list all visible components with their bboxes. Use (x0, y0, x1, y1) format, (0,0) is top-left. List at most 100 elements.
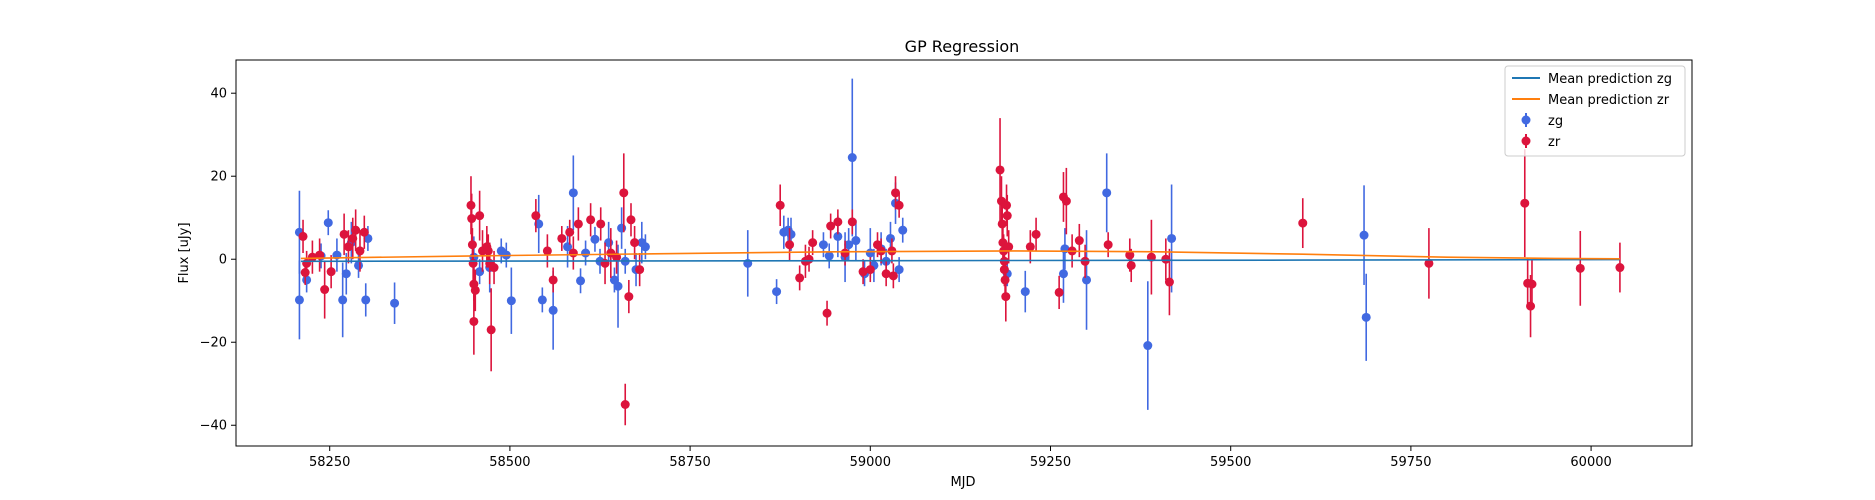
data-point-zr (1615, 242, 1625, 293)
data-point-zr (858, 259, 868, 285)
data-point-zg (294, 260, 304, 340)
data-point-zg (361, 283, 371, 317)
y-tick-label: −20 (200, 336, 227, 351)
data-point-zr (565, 219, 575, 245)
data-point-zr (1002, 194, 1012, 237)
series-line-mean-prediction-zr (300, 250, 1620, 260)
data-point-zg (1167, 184, 1177, 293)
y-tick-label: 0 (219, 253, 227, 268)
x-tick-label: 58750 (669, 455, 710, 470)
data-point-zr (847, 209, 857, 235)
data-point-zr (626, 203, 636, 237)
data-point-zr (635, 253, 645, 287)
data-point-zr (1004, 230, 1014, 264)
x-tick-label: 60000 (1570, 455, 1611, 470)
y-tick-label: −40 (200, 419, 227, 434)
legend-swatch-zg (1521, 113, 1531, 127)
data-point-zr (1025, 230, 1035, 264)
data-point-zr (531, 199, 541, 233)
data-point-zr (1080, 244, 1090, 278)
y-tick-label: 20 (210, 170, 227, 185)
legend-swatch-zr (1521, 134, 1531, 148)
data-point-zr (542, 234, 552, 268)
chart-title: GP Regression (905, 37, 1020, 56)
legend-label-zg: zg (1548, 114, 1563, 129)
data-point-zr (1103, 232, 1113, 258)
data-point-zg (851, 219, 861, 262)
data-point-zg (898, 217, 908, 243)
data-point-zr (1161, 238, 1171, 280)
x-tick-label: 59000 (850, 455, 891, 470)
x-tick-label: 59500 (1210, 455, 1251, 470)
data-point-zg (506, 267, 516, 334)
data-point-zr (557, 226, 567, 251)
x-tick-label: 58250 (309, 455, 350, 470)
data-point-zg (640, 234, 650, 260)
data-point-zg (772, 279, 782, 305)
x-tick-label: 58500 (489, 455, 530, 470)
data-point-zr (881, 261, 891, 287)
data-point-zr (475, 190, 485, 241)
data-point-zr (355, 230, 365, 272)
data-point-zg (590, 226, 600, 252)
legend-label-mean-zr: Mean prediction zr (1548, 93, 1670, 108)
data-point-zr (307, 240, 317, 274)
series-line-mean-prediction-zg (300, 258, 1620, 263)
data-point-zr (339, 213, 349, 256)
data-point-zr (573, 207, 583, 241)
legend-label-mean-zg: Mean prediction zg (1548, 72, 1672, 87)
data-point-zr (1126, 248, 1136, 283)
data-point-zg (818, 232, 828, 258)
x-tick-label: 59750 (1390, 455, 1431, 470)
data-point-zr (1527, 259, 1537, 310)
data-point-zg (844, 228, 854, 262)
data-point-zr (359, 215, 369, 249)
data-point-zr (620, 383, 630, 426)
data-point-zr (1061, 167, 1071, 235)
data-point-zr (298, 219, 308, 253)
data-point-zr (586, 203, 596, 237)
data-point-zg (341, 253, 351, 295)
data-point-zg (1361, 273, 1371, 361)
data-point-zr (624, 279, 634, 314)
data-point-zg (537, 287, 547, 313)
data-point-zr (1054, 275, 1064, 310)
data-point-zr (596, 207, 606, 241)
legend-box (1504, 65, 1686, 157)
data-point-zr (785, 228, 795, 262)
data-point-zr (1575, 231, 1585, 306)
data-point-zr (619, 153, 629, 233)
data-point-zr (1031, 217, 1041, 251)
data-point-zg (576, 268, 586, 294)
data-point-zr (808, 230, 818, 256)
data-point-zg (1020, 270, 1030, 313)
y-axis-label: Flux [uJy] (177, 222, 192, 283)
data-point-zg (568, 155, 578, 231)
data-point-zr (822, 300, 832, 326)
data-point-zg (1102, 153, 1112, 233)
data-point-zr (486, 288, 496, 372)
data-point-zr (833, 209, 843, 235)
data-point-zr (775, 184, 785, 227)
data-point-zr (1146, 219, 1156, 295)
data-point-zr (469, 288, 479, 355)
y-axis: −40 −20 0 20 40 (200, 87, 236, 434)
data-point-zg (1082, 230, 1092, 330)
data-point-zr (1298, 198, 1308, 249)
data-point-zr (826, 213, 836, 239)
data-point-zr (1520, 149, 1530, 258)
plot-series (294, 78, 1625, 426)
y-tick-label: 40 (210, 87, 227, 102)
plot-frame (235, 59, 1693, 447)
data-point-zr (888, 263, 898, 289)
data-point-zg (323, 210, 333, 236)
series-zr (298, 118, 1625, 426)
data-point-zg (390, 282, 400, 324)
x-tick-label: 59250 (1030, 455, 1071, 470)
data-point-zg (1143, 281, 1153, 410)
legend: Mean prediction zg Mean prediction zr zg… (1504, 65, 1686, 157)
legend-label-zr: zr (1548, 135, 1561, 150)
data-point-zg (824, 243, 834, 269)
data-point-zr (795, 265, 805, 291)
